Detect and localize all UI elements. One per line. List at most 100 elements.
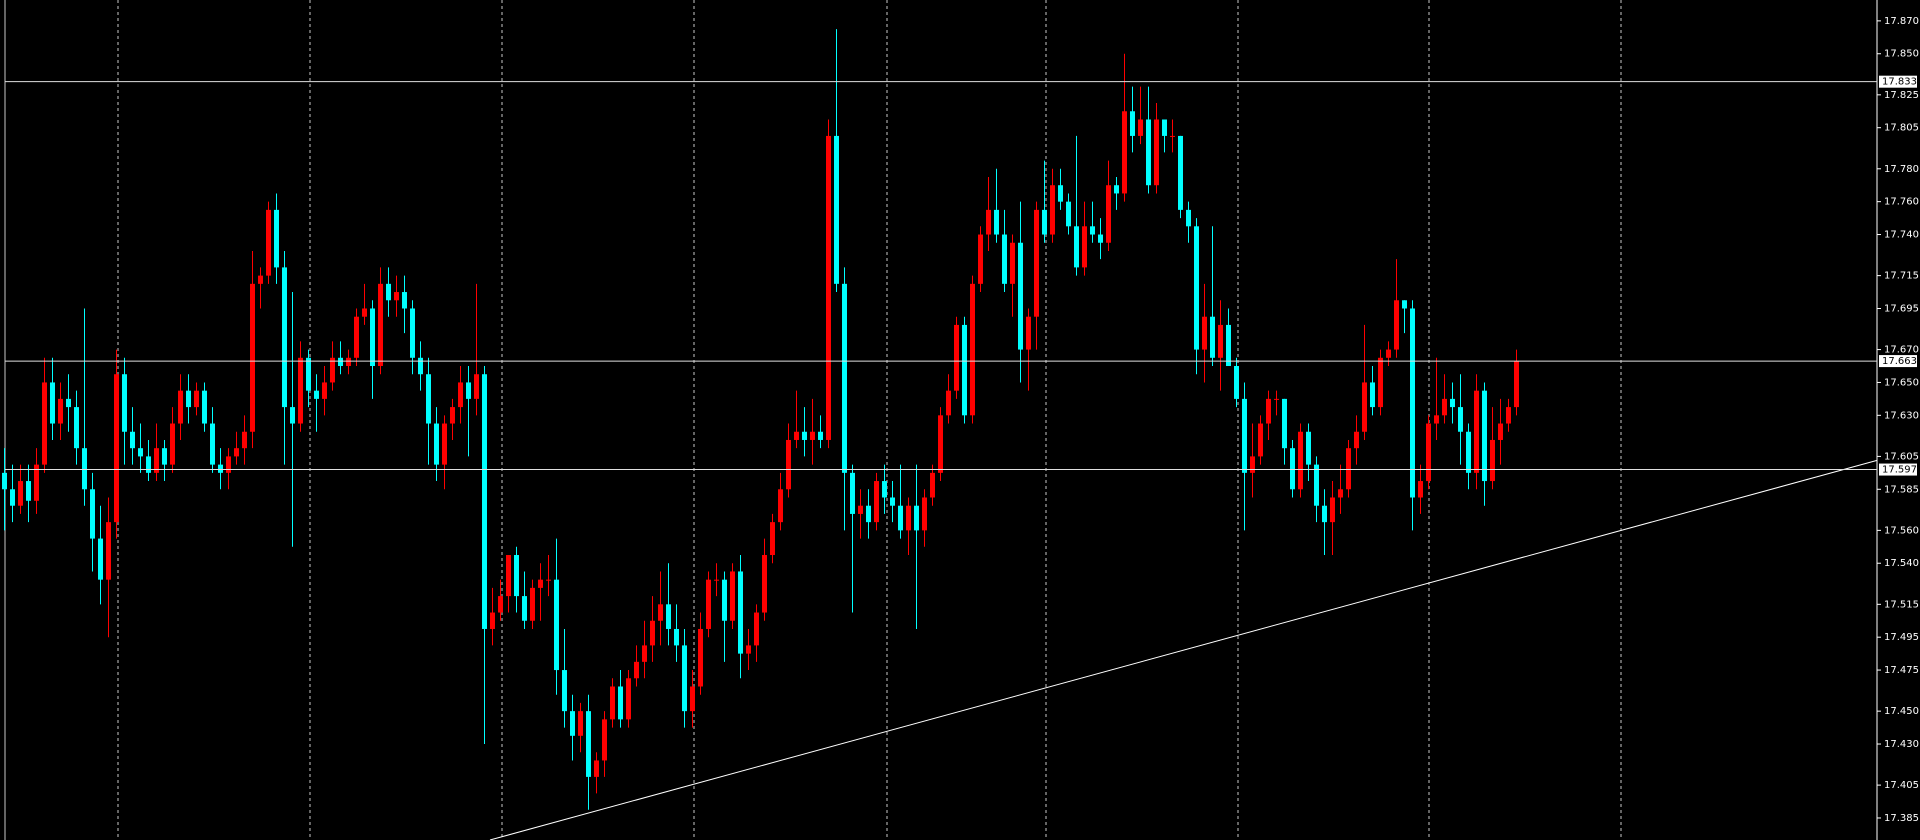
candle-body [226,456,231,473]
candle-body [770,522,775,556]
candle-body [82,448,87,490]
candle-body [970,283,975,416]
candle-body [1506,407,1511,424]
candle-body [1474,390,1479,473]
candle-body [1170,135,1175,137]
candle-body [1498,423,1503,440]
candle-body [146,456,151,473]
candle-body [834,135,839,284]
candle-body [1114,185,1119,194]
candle-body [530,587,535,621]
candle-body [1410,308,1415,498]
y-tick-label: 17.515 [1884,599,1919,610]
candle-body [194,390,199,408]
candle-body [1370,382,1375,408]
candle-body [698,628,703,687]
level-label: 17.663 [1882,356,1917,367]
candle-body [1186,209,1191,227]
candle-body [378,283,383,367]
y-tick-label: 17.850 [1884,49,1919,60]
candle-body [1490,439,1495,482]
candle-body [186,390,191,408]
candle-body [1274,398,1279,400]
candle-body [1122,111,1127,194]
candle-body [1402,300,1407,309]
candle-body [634,661,639,679]
candle-body [170,423,175,465]
candle-body [426,374,431,424]
candle-body [962,324,967,416]
candle-body [1002,234,1007,284]
level-label-box [1879,75,1917,88]
candle-body [1026,316,1031,350]
candle-body [1282,398,1287,449]
candle-body [450,407,455,424]
candle-body [122,374,127,432]
candle-body [26,481,31,501]
candle-body [930,472,935,498]
candle-body [1514,361,1519,408]
candle-body [858,505,863,514]
candle-body [1482,390,1487,482]
candle-body [594,760,599,777]
candle-body [586,711,591,777]
candle-body [850,472,855,514]
candle-body [674,628,679,646]
candle-body [914,505,919,531]
candle-body [458,382,463,408]
candle-body [34,464,39,501]
y-tick-label: 17.560 [1884,525,1919,536]
candle-body [1138,119,1143,136]
y-tick-label: 17.630 [1884,410,1919,421]
y-tick-label: 17.650 [1884,377,1919,388]
candle-body [906,505,911,531]
candle-body [882,481,887,498]
candle-body [986,209,991,235]
candle-body [1130,111,1135,136]
candle-body [778,489,783,523]
candle-body [162,448,167,465]
candle-body [626,678,631,720]
candle-body [578,711,583,736]
candle-body [10,489,15,506]
candle-body [42,382,47,465]
candle-body [562,670,567,712]
candle-body [650,620,655,646]
candle-body [1066,201,1071,227]
candle-body [1210,316,1215,358]
candle-body [386,283,391,301]
candle-body [994,209,999,235]
candle-body [666,604,671,629]
candle-body [818,431,823,440]
candle-body [618,686,623,720]
candle-body [74,407,79,449]
y-tick-label: 17.385 [1884,813,1919,824]
candle-body [938,415,943,473]
candle-body [354,316,359,358]
candle-body [218,464,223,473]
candle-body [730,571,735,621]
candle-body [506,555,511,597]
candle-body [1242,398,1247,473]
candle-body [1234,366,1239,399]
candle-body [826,135,831,440]
y-tick-label: 17.430 [1884,739,1919,750]
candle-body [1258,423,1263,457]
candles [2,29,1519,810]
candle-body [890,497,895,506]
candle-body [610,686,615,720]
candle-body [362,308,367,317]
y-tick-label: 17.825 [1884,90,1919,101]
candle-body [738,571,743,654]
candle-body [1394,300,1399,350]
candle-body [1418,481,1423,498]
candle-body [98,538,103,580]
candle-body [1450,398,1455,408]
candle-body [482,374,487,629]
candle-body [898,505,903,531]
candle-body [762,555,767,613]
candle-body [1434,415,1439,424]
trendline [489,459,1878,840]
